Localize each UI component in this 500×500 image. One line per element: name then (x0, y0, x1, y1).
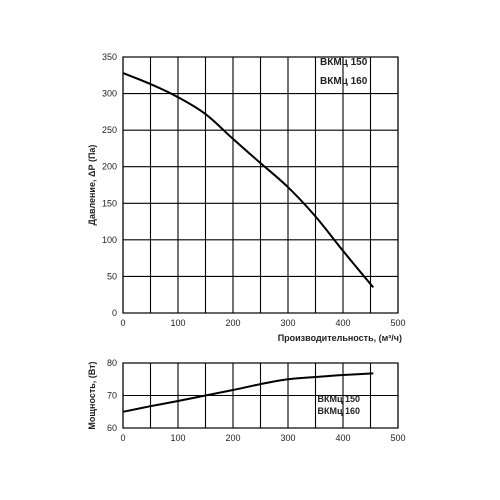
y-tick-label: 80 (107, 358, 117, 368)
x-tick-label: 500 (390, 318, 405, 328)
y-tick-label: 60 (107, 423, 117, 433)
x-tick-label: 500 (390, 433, 405, 443)
y-tick-label: 0 (112, 308, 117, 318)
y-tick-label: 250 (102, 125, 117, 135)
x-tick-label: 300 (280, 318, 295, 328)
series-line-1 (122, 372, 374, 413)
plot-frame (122, 56, 399, 314)
x-tick-label: 0 (120, 318, 125, 328)
y-axis-label: Давление, ΔР (Па) (87, 145, 97, 226)
x-axis-label: Производительность, (м³/ч) (278, 333, 402, 343)
y-tick-label: 350 (102, 52, 117, 62)
series-line-0 (122, 72, 375, 289)
legend-label: ВКМц 150 (317, 394, 360, 404)
y-tick-label: 100 (102, 235, 117, 245)
x-tick-label: 400 (335, 318, 350, 328)
legend-label: ВКМц 160 (317, 406, 360, 416)
plot-frame (122, 362, 399, 429)
x-tick-label: 0 (120, 433, 125, 443)
x-tick-label: 100 (170, 433, 185, 443)
y-tick-label: 300 (102, 89, 117, 99)
legend-label: ВКМц 150 (320, 57, 368, 68)
y-tick-label: 50 (107, 271, 117, 281)
y-axis-label: Мощность, (Вт) (87, 361, 97, 429)
x-tick-label: 200 (225, 318, 240, 328)
x-tick-label: 200 (225, 433, 240, 443)
y-tick-label: 70 (107, 391, 117, 401)
y-tick-label: 150 (102, 198, 117, 208)
x-tick-label: 400 (335, 433, 350, 443)
y-tick-label: 200 (102, 162, 117, 172)
x-tick-label: 300 (280, 433, 295, 443)
x-tick-label: 100 (170, 318, 185, 328)
legend-label: ВКМц 160 (320, 76, 368, 87)
